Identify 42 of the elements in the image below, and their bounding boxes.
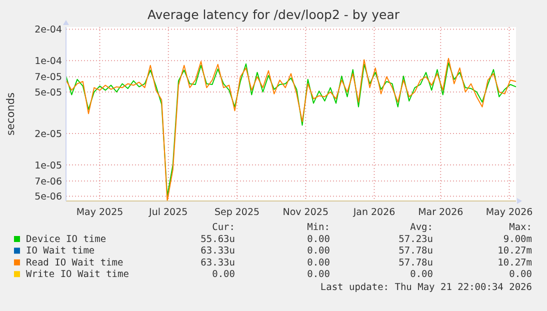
- y-tick-label: 5e-06: [34, 192, 62, 203]
- x-tick-label: Nov 2025: [282, 207, 328, 218]
- text: 55.63u: [200, 234, 235, 245]
- text: 10.27m: [498, 257, 532, 268]
- legend-label: Write IO Wait time: [26, 269, 130, 280]
- text: 63.33u: [200, 257, 235, 268]
- x-tick-label: May 2026: [486, 207, 533, 218]
- text: 10.27m: [498, 246, 532, 257]
- text: 0.00: [307, 269, 330, 280]
- y-tick-label: 1e-05: [34, 160, 62, 172]
- text: Max:: [509, 222, 532, 233]
- y-tick-label: 2e-04: [34, 24, 62, 36]
- x-tick-label: May 2025: [76, 207, 124, 218]
- text: 9.00m: [503, 234, 532, 245]
- chart-title: Average latency for /dev/loop2 - by year: [147, 7, 400, 22]
- text: 0.00: [307, 234, 330, 245]
- text: 0.00: [410, 269, 434, 280]
- y-tick-label: 2e-05: [34, 128, 62, 140]
- x-tick-label: Jan 2026: [352, 207, 396, 218]
- text: 57.23u: [398, 234, 433, 245]
- text: 0.00: [307, 246, 330, 257]
- y-tick-label: 5e-05: [34, 87, 62, 98]
- text: Last update: Thu May 21 22:00:34 2026: [320, 282, 532, 293]
- text: 0.00: [509, 269, 532, 280]
- legend-label: IO Wait time: [26, 246, 95, 257]
- text: Avg:: [410, 222, 433, 233]
- y-axis-title: seconds: [5, 92, 17, 136]
- text: Cur:: [212, 222, 235, 233]
- text: Min:: [307, 222, 330, 233]
- x-tick-label: Mar 2026: [418, 207, 464, 218]
- text: 57.78u: [398, 257, 433, 268]
- x-tick-label: Jul 2025: [148, 207, 188, 218]
- text: 0.00: [307, 257, 330, 268]
- legend-label: Read IO Wait time: [26, 257, 124, 268]
- y-tick-label: 1e-04: [34, 56, 62, 68]
- x-tick-label: Sep 2025: [214, 207, 260, 218]
- y-tick-label: 7e-05: [34, 72, 62, 84]
- text: 63.33u: [200, 246, 235, 257]
- legend-label: Device IO time: [26, 234, 106, 245]
- y-tick-label: 7e-06: [34, 176, 62, 188]
- text: 0.00: [212, 269, 236, 280]
- text: 57.78u: [398, 246, 433, 257]
